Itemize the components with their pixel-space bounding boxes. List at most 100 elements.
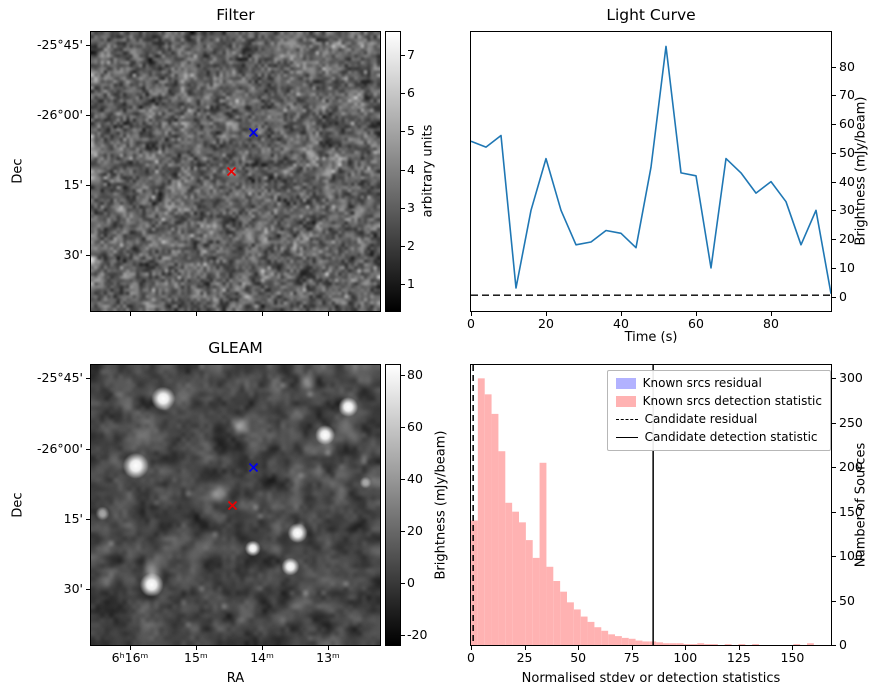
x-tick-label: 150 <box>780 650 805 665</box>
histogram-bar <box>690 644 698 645</box>
legend-patch-swatch <box>615 378 636 389</box>
y-tick-label: 40 <box>839 173 855 189</box>
histogram-bar <box>594 627 602 645</box>
tick-mark <box>401 54 405 56</box>
histogram-legend: Known srcs residual Known srcs detection … <box>606 370 831 451</box>
tick-mark <box>832 181 836 183</box>
y-tick-label: 200 <box>839 458 863 474</box>
gleam-xlabel: RA <box>226 671 245 686</box>
tick-mark <box>86 519 90 520</box>
tick-mark <box>130 312 131 316</box>
histogram-bar <box>642 641 650 645</box>
colorbar-tick-label: 3 <box>407 199 415 215</box>
histogram-bar <box>676 643 684 645</box>
colorbar-tick-label: 20 <box>407 522 423 538</box>
legend-item: Candidate detection statistic <box>615 430 822 445</box>
y-tick-label: 15' <box>63 177 83 193</box>
filter-ylabel: Dec <box>10 158 26 184</box>
tick-mark <box>738 646 740 650</box>
tick-mark <box>86 255 90 257</box>
histogram-bar <box>669 643 677 645</box>
tick-mark <box>832 210 836 212</box>
gleam-colorbar-label: Brightness (mJy/beam) <box>433 430 449 580</box>
colorbar-tick-label: 6 <box>407 84 415 100</box>
histogram-bar <box>621 637 629 645</box>
y-tick-label: -25°45' <box>36 37 83 53</box>
y-tick-label: 50 <box>839 592 855 608</box>
y-tick-label: 30 <box>839 202 855 218</box>
histogram-bar <box>498 451 506 645</box>
histogram-bar <box>525 540 533 645</box>
histogram-bar <box>519 522 526 645</box>
x-tick-label: 80 <box>763 316 779 331</box>
histogram-bar <box>573 609 581 645</box>
tick-mark <box>471 646 472 650</box>
x-tick-label: 20 <box>538 316 554 331</box>
tick-mark <box>86 185 90 187</box>
tick-mark <box>832 296 836 298</box>
filter-image <box>90 31 381 312</box>
tick-mark <box>621 312 622 316</box>
x-tick-label: 60 <box>688 316 704 331</box>
tick-mark <box>685 646 687 650</box>
tick-mark <box>86 378 90 380</box>
histogram-bar <box>724 644 732 645</box>
y-tick-label: 300 <box>839 370 863 386</box>
gleam-title: GLEAM <box>208 339 263 357</box>
histogram-bar <box>471 520 478 645</box>
x-tick-label: 100 <box>673 650 698 665</box>
tick-mark <box>195 312 197 316</box>
legend-line-swatch <box>615 437 638 438</box>
gleam-ylabel: Dec <box>10 492 26 518</box>
light-curve-title: Light Curve <box>606 6 696 24</box>
x-tick-label: 25 <box>516 650 533 665</box>
histogram-bar <box>738 644 746 645</box>
legend-label: Candidate residual <box>644 412 758 426</box>
tick-mark <box>832 600 836 602</box>
light-curve-plot <box>470 31 832 312</box>
histogram-xlabel: Normalised stdev or detection statistics <box>521 671 781 686</box>
histogram-bar <box>477 378 485 645</box>
filter-title: Filter <box>216 6 255 24</box>
y-tick-label: 30' <box>63 581 83 597</box>
colorbar-tick-label: 80 <box>407 367 423 383</box>
tick-mark <box>401 634 405 636</box>
histogram-bar <box>512 511 519 645</box>
y-tick-label: -26°00' <box>36 440 83 456</box>
light-curve-ylabel: Brightness (mJy/beam) <box>853 96 869 246</box>
tick-mark <box>86 448 90 450</box>
gleam-image <box>90 364 381 646</box>
histogram-bar <box>484 394 492 645</box>
histogram-bar <box>560 591 567 645</box>
histogram-bar <box>704 644 711 645</box>
histogram-bar <box>615 636 622 645</box>
tick-mark <box>401 207 405 209</box>
tick-mark <box>546 312 547 316</box>
histogram-bar <box>656 642 663 645</box>
tick-mark <box>195 646 197 650</box>
histogram-bar <box>807 643 814 645</box>
tick-mark <box>832 467 836 469</box>
x-tick-label: 0 <box>467 650 475 665</box>
tick-mark <box>832 66 836 68</box>
tick-mark <box>401 284 405 286</box>
tick-mark <box>86 589 90 591</box>
x-tick-label: 13ᵐ <box>316 650 340 665</box>
tick-mark <box>327 312 329 316</box>
y-tick-label: 10 <box>839 259 855 275</box>
tick-mark <box>832 511 836 513</box>
y-tick-label: 0 <box>839 288 847 304</box>
legend-patch-swatch <box>615 396 636 407</box>
y-tick-label: -25°45' <box>36 370 83 386</box>
tick-mark <box>771 312 772 316</box>
legend-item: Known srcs detection statistic <box>615 394 822 409</box>
histogram-bar <box>635 640 643 645</box>
histogram-bar <box>793 644 801 645</box>
legend-label: Known srcs detection statistic <box>642 394 822 408</box>
y-tick-label: 150 <box>839 503 863 519</box>
light-curve-xlabel: Time (s) <box>624 330 678 345</box>
histogram-bar <box>580 616 588 645</box>
legend-item: Known srcs residual <box>615 376 822 391</box>
colorbar-tick-label: 60 <box>407 418 423 434</box>
